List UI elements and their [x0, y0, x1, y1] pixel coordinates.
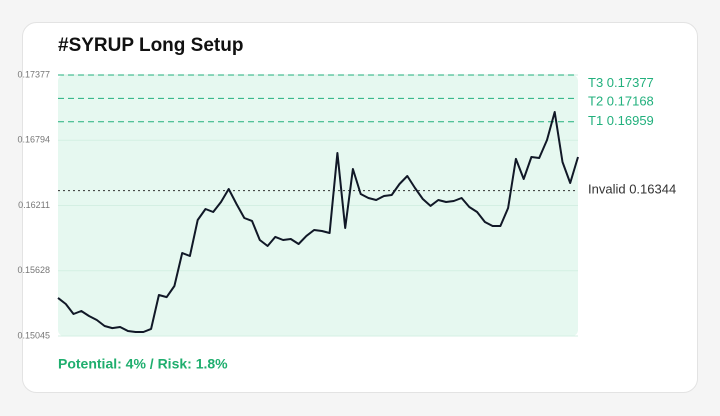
y-tick-label: 0.16794: [17, 135, 50, 145]
y-tick-label: 0.15045: [17, 330, 50, 340]
chart-title: #SYRUP Long Setup: [58, 35, 243, 56]
y-tick-label: 0.17377: [17, 69, 50, 79]
footer: Potential: 4% / Risk: 1.8%: [58, 356, 228, 372]
level-label: T3 0.17377: [588, 75, 654, 90]
level-name: T2: [588, 94, 603, 109]
level-value: 0.17168: [607, 94, 654, 109]
level-name: Invalid: [588, 182, 626, 197]
level-label: T2 0.17168: [588, 94, 654, 109]
level-label: Invalid 0.16344: [588, 182, 676, 197]
level-value: 0.16344: [629, 182, 676, 197]
price-line: [57, 111, 579, 333]
y-tick-label: 0.16211: [18, 200, 50, 210]
level-name: T1: [588, 113, 603, 128]
level-value: 0.16959: [607, 113, 654, 128]
level-value: 0.17377: [607, 75, 654, 90]
level-name: T3: [588, 75, 603, 90]
level-label: T1 0.16959: [588, 113, 654, 128]
y-tick-label: 0.15628: [17, 265, 50, 275]
